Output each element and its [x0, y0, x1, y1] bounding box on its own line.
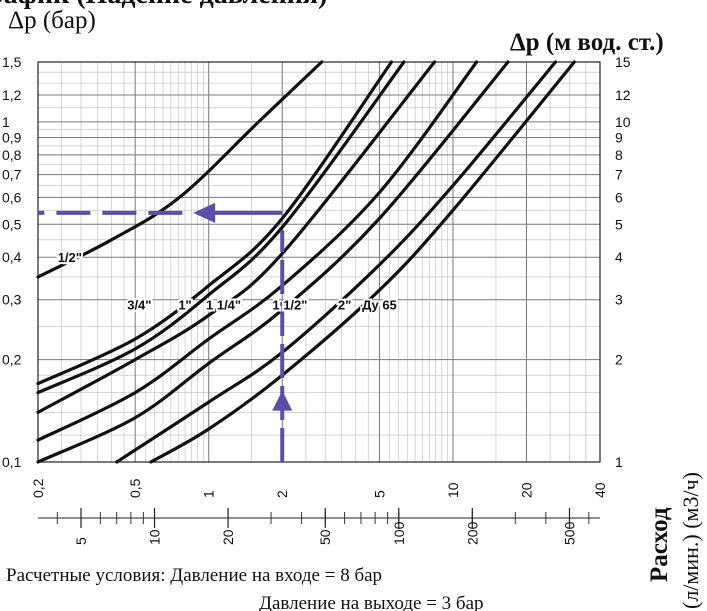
y-right-tick-label: 2 [615, 352, 623, 368]
y-left-tick-label: 0,3 [2, 292, 22, 308]
y-left-tick-label: 0,2 [2, 352, 22, 368]
footer-conditions: Расчетные условия: Давление на входе = 8… [6, 565, 382, 586]
y-right-tick-label: 12 [615, 87, 631, 103]
curve-label: 3/4" [127, 298, 151, 313]
x-top-tick-label: 20 [518, 482, 534, 498]
y-left-tick-label: 1,5 [2, 54, 22, 70]
x-top-tick-label: 0,5 [127, 478, 143, 498]
curve-series-1 [36, 60, 324, 279]
x-top-tick-label: 2 [274, 490, 290, 498]
curve-label: 1 1/2" [272, 298, 307, 313]
y-right-tick-label: 9 [615, 129, 623, 145]
curve-label: Ду 65 [362, 298, 397, 313]
x-bottom-tick-label: 200 [464, 521, 480, 545]
x-bottom-tick-labels: 5 10 20 50 100 200 500 [56, 508, 590, 545]
y-right-tick-label: 8 [615, 147, 623, 163]
y-left-tick-label: 1 [2, 114, 10, 130]
y-left-tick-label: 0,9 [2, 129, 22, 145]
x-bottom-tick-label: 500 [561, 521, 577, 545]
curves [36, 60, 576, 464]
curve-label: 2" [338, 298, 351, 313]
y-right-tick-label: 7 [615, 167, 623, 183]
y-right-tick-label: 3 [615, 292, 623, 308]
example-up-arrow [272, 390, 293, 411]
y-right-tick-labels: 15 12 109 8 7 6 5 4 3 2 1 [615, 54, 631, 470]
major-grid [37, 61, 601, 463]
curve-label: 1 1/4" [206, 298, 241, 313]
y-left-tick-label: 0,7 [2, 167, 22, 183]
x-top-tick-label: 40 [592, 482, 608, 498]
x-top-tick-label: 0,2 [30, 478, 46, 498]
y-right-tick-label: 10 [615, 114, 631, 130]
y-left-tick-label: 0,4 [2, 249, 22, 265]
x-top-tick-label: 5 [371, 490, 387, 498]
y-axis-label-left: Δp (бар) [8, 7, 96, 34]
x-bottom-tick-label: 20 [220, 529, 236, 545]
curve-series-6 [36, 60, 510, 464]
curve-label: 1" [178, 298, 191, 313]
y-right-tick-label: 6 [615, 189, 623, 205]
curve-series-5 [36, 60, 479, 442]
y-axis-label-right: Δp (м вод. ст.) [510, 29, 664, 56]
x-top-tick-label: 1 [201, 490, 217, 498]
curve-label: 1/2" [58, 250, 82, 265]
curve-series-8 [149, 60, 576, 464]
x-bottom-tick-label: 5 [73, 537, 89, 545]
x-bottom-tick-label: 100 [391, 521, 407, 545]
y-right-tick-label: 1 [615, 454, 623, 470]
y-left-tick-label: 0,8 [2, 147, 22, 163]
y-right-tick-label: 5 [615, 216, 623, 232]
y-right-tick-label: 15 [615, 54, 631, 70]
curve-series-4 [36, 60, 437, 414]
chart-title-fragment: рафик (Падение давления) [0, 0, 327, 10]
x-top-tick-label: 10 [445, 482, 461, 498]
y-left-tick-label: 1,2 [2, 87, 22, 103]
y-left-tick-label: 0,1 [2, 454, 22, 470]
example-overlay [38, 202, 293, 462]
y-left-tick-labels: 1,5 1,2 10,9 0,8 0,7 0,6 0,5 0,4 0,3 0,2 0,1 [2, 54, 22, 470]
x-bottom-tick-label: 50 [317, 529, 333, 545]
y-left-tick-label: 0,5 [2, 216, 22, 232]
curve-series-7 [115, 60, 558, 464]
y-left-tick-label: 0,6 [2, 189, 22, 205]
flow-label: Расход [646, 507, 673, 582]
curve-labels: 1/2" 3/4" 1" 1 1/4" 1 1/2" 2" Ду 65 [56, 248, 399, 315]
plot-frame [37, 61, 601, 463]
x-top-tick-labels: 0,2 0,5 1 2 5 10 20 40 [30, 478, 608, 498]
y-right-tick-label: 4 [615, 249, 623, 265]
example-left-arrow [193, 202, 216, 223]
flow-units-label: (л/мин.) (м3/ч) [678, 472, 703, 609]
footer-outlet-pressure: Давление на выходе = 3 бар [259, 593, 484, 611]
curve-series-2 [36, 60, 394, 386]
x-bottom-tick-label: 10 [147, 529, 163, 545]
curve-series-3 [36, 60, 406, 395]
